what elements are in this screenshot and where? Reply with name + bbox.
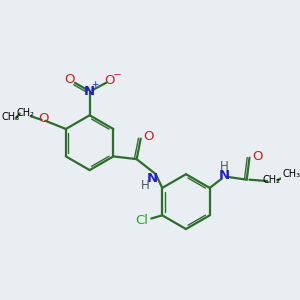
Text: O: O	[38, 112, 49, 125]
Text: CH₃: CH₃	[1, 112, 19, 122]
Text: O: O	[143, 130, 153, 143]
Text: −: −	[112, 70, 122, 80]
Text: O: O	[104, 74, 115, 87]
Text: CH₂: CH₂	[16, 107, 34, 118]
Text: CH₃: CH₃	[283, 169, 300, 179]
Text: H: H	[140, 179, 149, 192]
Text: N: N	[84, 85, 95, 98]
Text: N: N	[219, 169, 230, 182]
Text: O: O	[252, 150, 263, 164]
Text: Cl: Cl	[136, 214, 148, 227]
Text: O: O	[64, 73, 75, 86]
Text: +: +	[91, 80, 99, 89]
Text: CH₂: CH₂	[263, 175, 281, 185]
Text: H: H	[220, 160, 229, 173]
Text: N: N	[147, 172, 158, 185]
